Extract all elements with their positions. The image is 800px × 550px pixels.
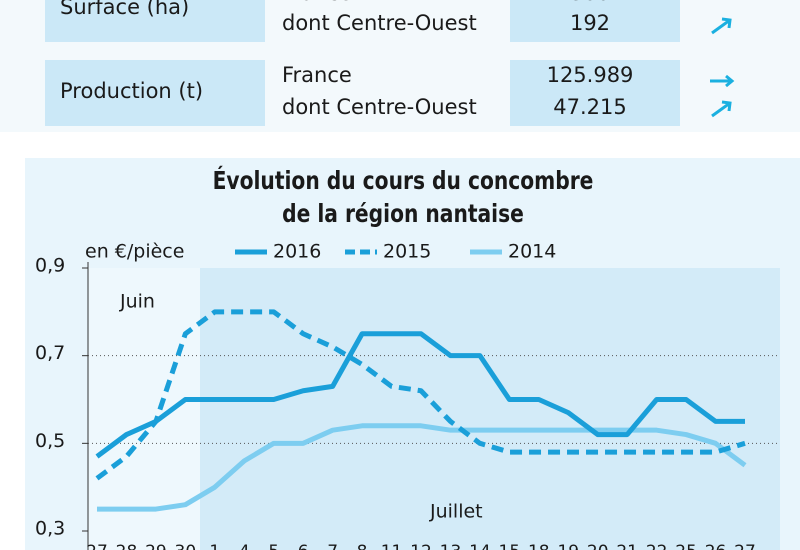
y-tick-label: 0,9 bbox=[35, 255, 65, 277]
x-tick-label: 29 bbox=[145, 542, 167, 550]
x-tick-label: 6 bbox=[298, 542, 309, 550]
legend-label: 2014 bbox=[508, 241, 556, 263]
x-tick-label: 12 bbox=[410, 542, 432, 550]
legend-label: 2016 bbox=[273, 241, 321, 263]
x-tick-label: 28 bbox=[116, 542, 138, 550]
legend-label: 2015 bbox=[383, 241, 431, 263]
x-tick-label: 4 bbox=[239, 542, 250, 550]
area-label: France bbox=[282, 0, 352, 5]
cell-value: 300 bbox=[570, 0, 610, 5]
cell-value: 125.989 bbox=[547, 63, 634, 87]
annotation: Juillet bbox=[429, 501, 483, 523]
x-tick-label: 22 bbox=[646, 542, 668, 550]
cell-value: 192 bbox=[570, 11, 610, 35]
cell bbox=[45, 60, 265, 126]
annotation: Juin bbox=[119, 291, 155, 313]
y-tick-label: 0,7 bbox=[35, 342, 65, 364]
x-tick-label: 1 bbox=[209, 542, 220, 550]
chart-title: Évolution du cours du concombre bbox=[213, 166, 594, 195]
unit-label: en €/pièce bbox=[85, 241, 184, 263]
x-tick-label: 15 bbox=[499, 542, 521, 550]
area-label: dont Centre-Ouest bbox=[282, 11, 477, 35]
y-tick-label: 0,3 bbox=[35, 518, 65, 540]
series-line bbox=[95, 331, 745, 459]
cell bbox=[510, 60, 680, 126]
x-tick-label: 13 bbox=[440, 542, 462, 550]
cell bbox=[510, 0, 680, 42]
x-tick-label: 21 bbox=[616, 542, 638, 550]
y-tick-label: 0,5 bbox=[35, 430, 65, 452]
cell bbox=[45, 0, 265, 42]
row-label: Surface (ha) bbox=[60, 0, 189, 19]
cell-value: 47.215 bbox=[553, 95, 626, 119]
x-tick-label: 19 bbox=[557, 542, 579, 550]
x-tick-label: 11 bbox=[381, 542, 403, 550]
x-tick-label: 5 bbox=[268, 542, 279, 550]
x-tick-label: 8 bbox=[357, 542, 368, 550]
area-label: France bbox=[282, 63, 352, 87]
x-tick-label: 18 bbox=[528, 542, 550, 550]
x-tick-label: 25 bbox=[675, 542, 697, 550]
row-label: Production (t) bbox=[60, 79, 203, 103]
trend-arrows bbox=[710, 17, 735, 118]
chart-title: de la région nantaise bbox=[282, 199, 524, 228]
x-tick-label: 26 bbox=[705, 542, 727, 550]
area-label: dont Centre-Ouest bbox=[282, 95, 477, 119]
x-tick-label: 7 bbox=[327, 542, 338, 550]
x-tick-label: 27 bbox=[86, 542, 108, 550]
series-line bbox=[97, 423, 747, 512]
x-tick-label: 14 bbox=[469, 542, 491, 550]
series-line bbox=[95, 309, 746, 481]
x-tick-label: 20 bbox=[587, 542, 609, 550]
x-tick-label: 30 bbox=[175, 542, 197, 550]
x-tick-label: 27 bbox=[734, 542, 756, 550]
july-area bbox=[200, 268, 780, 550]
